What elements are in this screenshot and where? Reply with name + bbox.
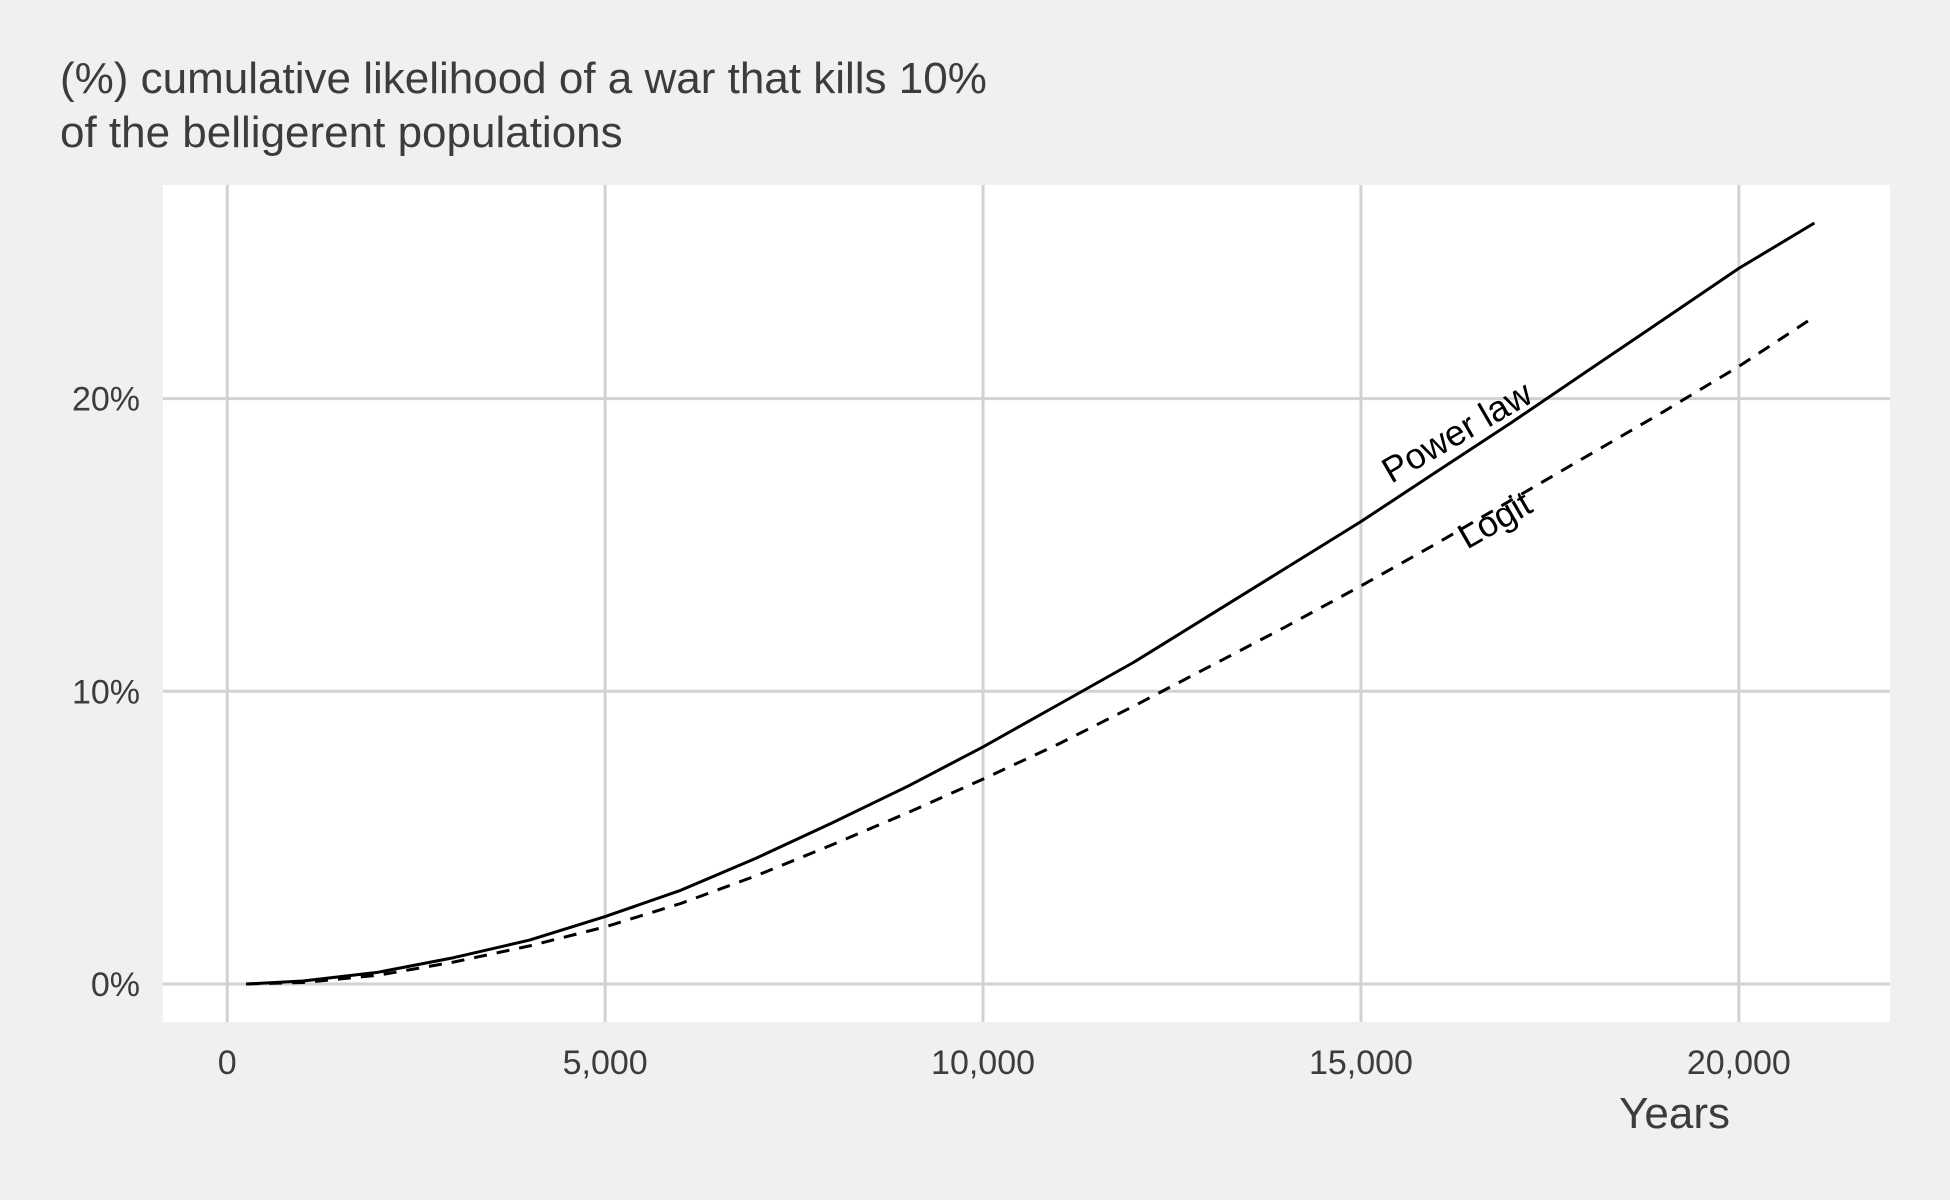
series-lines bbox=[246, 221, 1816, 986]
x-tick-label: 0 bbox=[218, 1044, 237, 1082]
x-tick-label: 10,000 bbox=[931, 1044, 1035, 1082]
y-tick-label: 20% bbox=[72, 381, 140, 419]
series-line-power-law bbox=[246, 221, 1816, 986]
x-axis-label: Years bbox=[1619, 1089, 1730, 1138]
series-line-logit bbox=[246, 315, 1816, 986]
x-tick-label: 20,000 bbox=[1687, 1044, 1791, 1082]
chart-title-line-1: (%) cumulative likelihood of a war that … bbox=[60, 54, 987, 103]
y-tick-label: 0% bbox=[91, 966, 140, 1004]
y-tick-label: 10% bbox=[72, 673, 140, 711]
x-tick-label: 15,000 bbox=[1309, 1044, 1413, 1082]
axis-tick-labels: 0 5,000 10,000 15,000 20,000 0% 10% 20% bbox=[72, 381, 1791, 1082]
plot-panel bbox=[163, 185, 1890, 1022]
grid-lines bbox=[163, 185, 1890, 1022]
x-tick-label: 5,000 bbox=[563, 1044, 648, 1082]
chart-title-line-2: of the belligerent populations bbox=[60, 108, 623, 157]
